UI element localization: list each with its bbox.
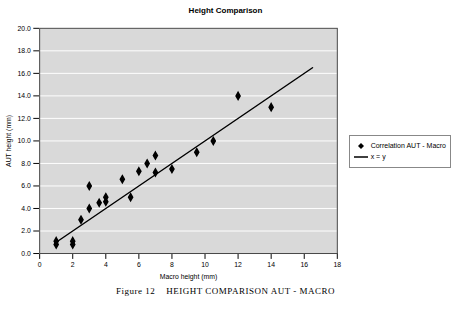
svg-text:18.0: 18.0 — [18, 47, 32, 54]
html-text:Figure 12 HEIGHT COMPARISON AU: Figure 12 HEIGHT COMPARISON AUT - MACRO — [115, 286, 335, 297]
svg-text:AUT height (mm): AUT height (mm) — [5, 115, 13, 167]
svg-text:4.0: 4.0 — [21, 205, 31, 212]
svg-text:10: 10 — [201, 261, 209, 268]
svg-text:12: 12 — [234, 261, 242, 268]
html-text:Height Comparison: Height Comparison — [188, 6, 263, 15]
html-text:x = y: x = y — [370, 153, 386, 161]
svg-text:10.0: 10.0 — [18, 137, 32, 144]
svg-text:14.0: 14.0 — [18, 92, 32, 99]
svg-text:4: 4 — [104, 261, 108, 268]
svg-text:2: 2 — [71, 261, 75, 268]
svg-text:18: 18 — [333, 261, 341, 268]
svg-text:12.0: 12.0 — [18, 115, 32, 122]
svg-text:2.0: 2.0 — [21, 227, 31, 234]
svg-text:8.0: 8.0 — [21, 160, 31, 167]
html-text:Correlation AUT - Macro: Correlation AUT - Macro — [370, 142, 446, 150]
svg-text:20.0: 20.0 — [18, 25, 32, 32]
svg-text:16.0: 16.0 — [18, 70, 32, 77]
svg-text:6.0: 6.0 — [21, 182, 31, 189]
svg-text:14: 14 — [267, 261, 275, 268]
svg-text:8: 8 — [170, 261, 174, 268]
svg-text:16: 16 — [300, 261, 308, 268]
svg-text:6: 6 — [137, 261, 141, 268]
svg-text:0: 0 — [38, 261, 42, 268]
svg-text:Macro height (mm): Macro height (mm) — [160, 273, 217, 281]
svg-text:0.0: 0.0 — [21, 250, 31, 257]
